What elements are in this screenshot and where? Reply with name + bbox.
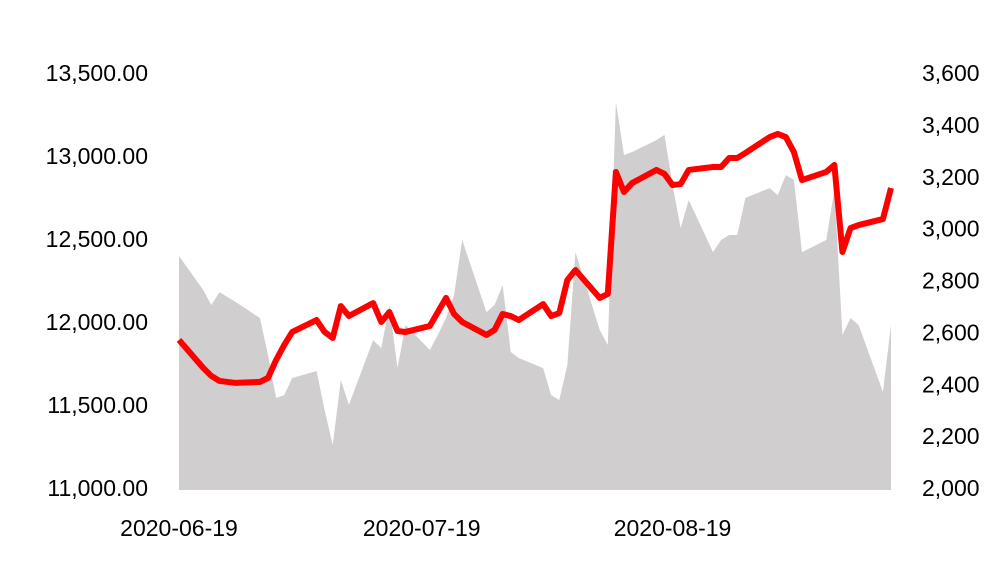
y2-tick-label: 2,000 [922,475,980,501]
y-tick-label: 13,500.00 [46,60,148,86]
x-tick-label: 2020-08-19 [614,515,732,541]
area [179,101,891,490]
y2-tick-label: 2,600 [922,319,980,345]
y2-tick-label: 3,000 [922,216,980,242]
y2-tick-label: 2,400 [922,371,980,397]
y2-tick-label: 3,600 [922,60,980,86]
y2-tick-label: 2,800 [922,268,980,294]
y-tick-label: 12,500.00 [46,226,148,252]
y-tick-label: 13,000.00 [46,143,148,169]
y2-tick-label: 3,200 [922,164,980,190]
y-tick-label: 12,000.00 [46,309,148,335]
x-tick-label: 2020-07-19 [363,515,481,541]
y-tick-label: 11,500.00 [47,392,148,418]
y2-tick-label: 2,200 [922,423,980,449]
line [176,130,894,386]
y-tick-label: 11,000.00 [47,475,148,501]
y2-tick-label: 3,400 [922,112,980,138]
x-tick-label: 2020-06-19 [120,515,238,541]
